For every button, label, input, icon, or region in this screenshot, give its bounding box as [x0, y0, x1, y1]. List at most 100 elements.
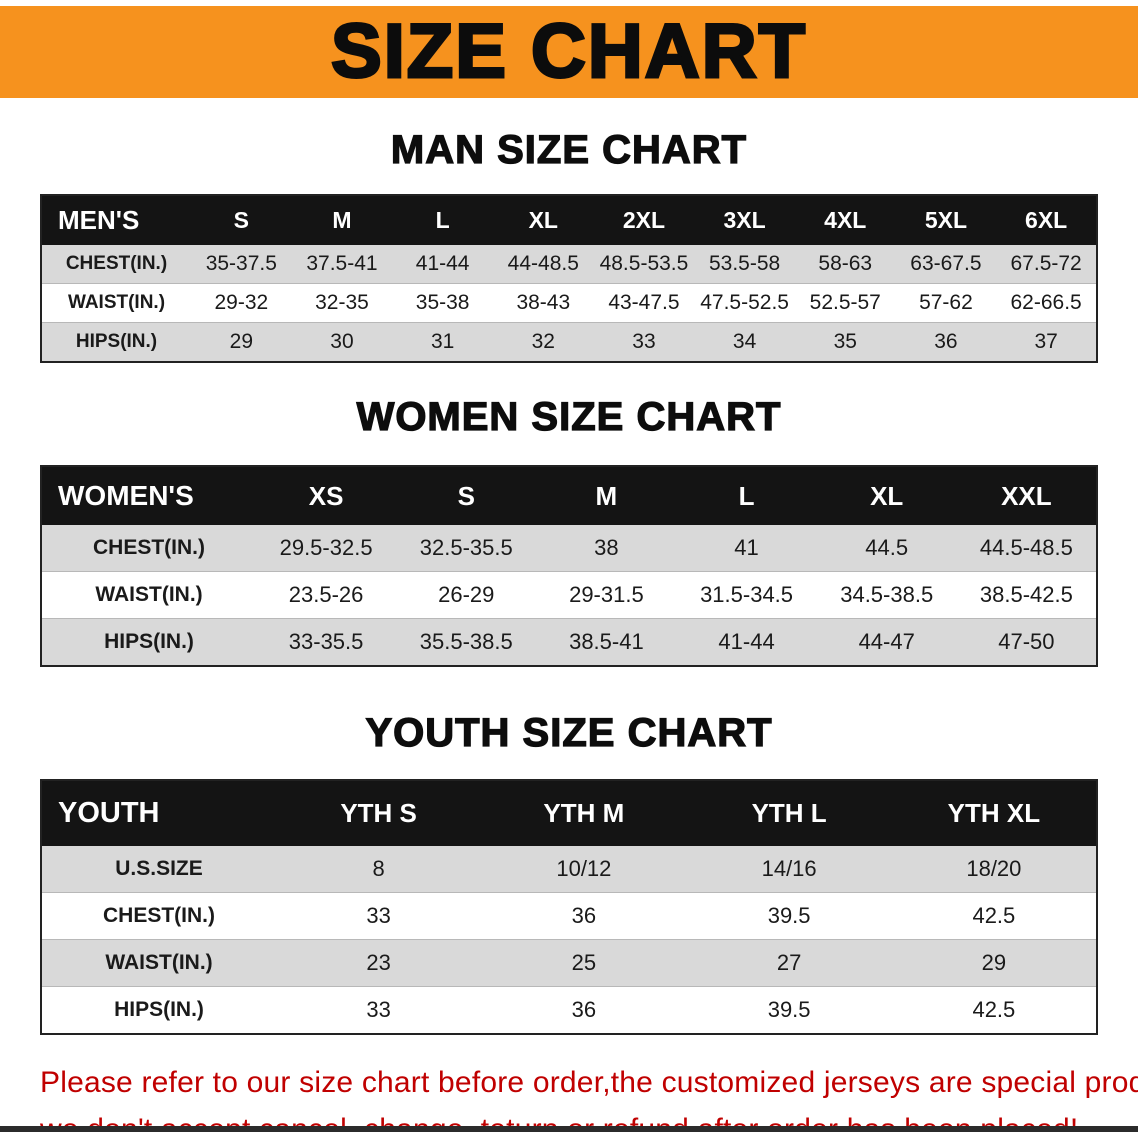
size-value: 37: [996, 322, 1097, 363]
size-value: 47-50: [956, 618, 1097, 667]
table-corner-label: WOMEN'S: [58, 480, 194, 511]
youth-section: YOUTH SIZE CHART YOUTH YTH S YTH M YTH L YTH…: [0, 709, 1138, 1035]
size-value: 32.5-35.5: [396, 525, 537, 572]
size-column-header: 3XL: [723, 207, 766, 233]
youth-section-heading: YOUTH SIZE CHART: [365, 710, 773, 755]
men-section: MAN SIZE CHART MEN'S S M L XL 2XL 3XL 4XL 5XL 6XL…: [0, 126, 1138, 363]
size-value: 32: [492, 322, 594, 363]
size-column-header: S: [457, 480, 475, 511]
table-row: U.S.SIZE 8 10/12 14/16 18/20: [41, 846, 1097, 893]
size-value: 31.5-34.5: [676, 571, 817, 619]
table-row: WAIST(IN.) 23.5-26 26-29 29-31.5 31.5-34.5 34…: [41, 571, 1097, 619]
measurement-label: WAIST(IN.): [41, 939, 276, 987]
size-column-header: YTH L: [751, 798, 827, 828]
size-value: 35: [794, 322, 896, 363]
size-column-header: 6XL: [1025, 207, 1068, 233]
table-header-row: WOMEN'S XS S M L XL XXL: [41, 466, 1097, 525]
size-column-header: M: [595, 480, 618, 511]
size-value: 29.5-32.5: [256, 525, 397, 572]
disclaimer: Please refer to our size chart before or…: [40, 1059, 1138, 1132]
size-column-header: XL: [528, 207, 558, 233]
women-size-table: WOMEN'S XS S M L XL XXL CHEST(IN.) 29.5-32.5 32.5…: [40, 465, 1098, 667]
size-column-header: YTH S: [340, 798, 417, 828]
size-value: 36: [895, 322, 997, 363]
size-value: 44.5-48.5: [956, 525, 1097, 572]
table-row: CHEST(IN.) 29.5-32.5 32.5-35.5 38 41 44.5 44.5…: [41, 525, 1097, 572]
measurement-label: CHEST(IN.): [41, 525, 256, 572]
women-section-heading: WOMEN SIZE CHART: [356, 394, 782, 439]
size-value: 43-47.5: [593, 283, 695, 323]
size-value: 36: [481, 986, 687, 1035]
size-value: 29: [891, 939, 1097, 987]
table-row: HIPS(IN.) 29 30 31 32 33 34 35 36 37: [41, 322, 1097, 363]
size-value: 42.5: [891, 986, 1097, 1035]
men-size-table: MEN'S S M L XL 2XL 3XL 4XL 5XL 6XL CHEST(IN.) 35-37…: [40, 194, 1098, 363]
table-row: HIPS(IN.) 33-35.5 35.5-38.5 38.5-41 41-44 44-…: [41, 618, 1097, 667]
size-column-header: M: [332, 207, 352, 233]
size-column-header: XS: [308, 480, 344, 511]
youth-size-table: YOUTH YTH S YTH M YTH L YTH XL U.S.SIZE 8 10/12…: [40, 779, 1098, 1035]
size-value: 29-31.5: [536, 571, 677, 619]
size-value: 39.5: [686, 892, 892, 940]
bottom-bar: [0, 1126, 1138, 1132]
size-value: 38.5-42.5: [956, 571, 1097, 619]
measurement-label: CHEST(IN.): [41, 892, 276, 940]
size-value: 23: [276, 939, 482, 987]
size-column-header: YTH M: [543, 798, 625, 828]
size-column-header: 5XL: [924, 207, 968, 233]
size-value: 47.5-52.5: [694, 283, 795, 323]
size-value: 48.5-53.5: [593, 245, 695, 284]
measurement-label: HIPS(IN.): [41, 618, 256, 667]
size-value: 42.5: [891, 892, 1097, 940]
measurement-label: WAIST(IN.): [41, 283, 191, 323]
size-value: 44-47: [816, 618, 957, 667]
size-value: 32-35: [291, 283, 393, 323]
size-value: 37.5-41: [291, 245, 393, 284]
size-value: 31: [392, 322, 493, 363]
size-value: 41: [676, 525, 817, 572]
size-value: 23.5-26: [256, 571, 397, 619]
size-value: 38: [536, 525, 677, 572]
size-value: 52.5-57: [794, 283, 896, 323]
men-section-heading: MAN SIZE CHART: [390, 127, 748, 172]
size-value: 41-44: [392, 245, 493, 284]
size-value: 34.5-38.5: [816, 571, 957, 619]
measurement-label: WAIST(IN.): [41, 571, 256, 619]
table-header-row: MEN'S S M L XL 2XL 3XL 4XL 5XL 6XL: [41, 195, 1097, 245]
size-column-header: L: [738, 480, 755, 511]
size-column-header: S: [233, 207, 249, 233]
size-value: 14/16: [686, 846, 892, 893]
table-row: WAIST(IN.) 23 25 27 29: [41, 939, 1097, 987]
size-value: 18/20: [891, 846, 1097, 893]
measurement-label: CHEST(IN.): [41, 245, 191, 284]
size-value: 39.5: [686, 986, 892, 1035]
page-title: SIZE CHART: [330, 9, 807, 94]
size-value: 35.5-38.5: [396, 618, 537, 667]
table-header-row: YOUTH YTH S YTH M YTH L YTH XL: [41, 780, 1097, 846]
size-value: 33-35.5: [256, 618, 397, 667]
measurement-label: HIPS(IN.): [41, 322, 191, 363]
size-value: 35-38: [392, 283, 493, 323]
table-corner-label: MEN'S: [58, 205, 140, 235]
size-value: 63-67.5: [895, 245, 997, 284]
women-section: WOMEN SIZE CHART WOMEN'S XS S M L XL XXL CHEST(…: [0, 393, 1138, 667]
table-corner-label: YOUTH: [58, 797, 160, 829]
size-column-header: XL: [870, 480, 904, 511]
table-row: CHEST(IN.) 35-37.5 37.5-41 41-44 44-48.5 48.5…: [41, 245, 1097, 284]
table-row: WAIST(IN.) 29-32 32-35 35-38 38-43 43-47.5 47.…: [41, 283, 1097, 323]
size-value: 38.5-41: [536, 618, 677, 667]
size-value: 57-62: [895, 283, 997, 323]
size-value: 8: [276, 846, 482, 893]
size-value: 44-48.5: [492, 245, 594, 284]
size-value: 67.5-72: [996, 245, 1097, 284]
disclaimer-line-1: Please refer to our size chart before or…: [40, 1066, 1138, 1099]
size-value: 33: [276, 892, 482, 940]
size-column-header: L: [435, 207, 450, 233]
banner: SIZE CHART: [0, 6, 1138, 98]
size-value: 33: [593, 322, 695, 363]
size-column-header: 4XL: [824, 207, 867, 233]
measurement-label: HIPS(IN.): [41, 986, 276, 1035]
size-value: 62-66.5: [996, 283, 1097, 323]
size-value: 34: [694, 322, 795, 363]
